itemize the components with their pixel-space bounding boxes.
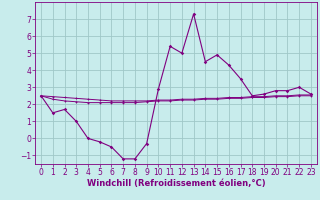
X-axis label: Windchill (Refroidissement éolien,°C): Windchill (Refroidissement éolien,°C) [87,179,265,188]
